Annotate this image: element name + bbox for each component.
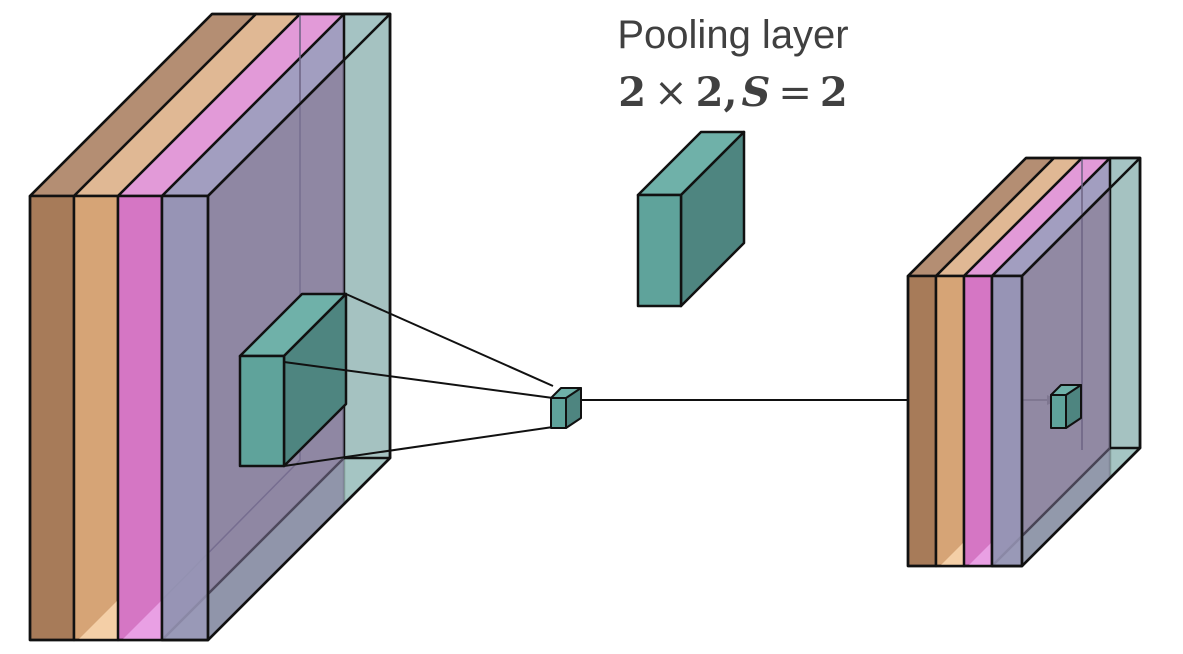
output-stack-outline	[906, 156, 1142, 568]
output-feature-map-stack	[906, 156, 1142, 568]
pooling-parameters: 2 × 2, S = 2	[618, 69, 847, 116]
pooling-layer-title: Pooling layer	[617, 13, 848, 57]
pooled-cell	[550, 387, 582, 429]
input-slice-magenta	[116, 12, 346, 642]
output-slice-magenta	[962, 156, 1112, 568]
input-slice-tan	[72, 12, 302, 642]
projection-lines	[283, 293, 554, 467]
output-cell	[1050, 384, 1082, 429]
input-pooling-window	[238, 292, 348, 468]
input-stack-outline	[28, 12, 392, 642]
pooling-filter-block	[636, 130, 746, 308]
